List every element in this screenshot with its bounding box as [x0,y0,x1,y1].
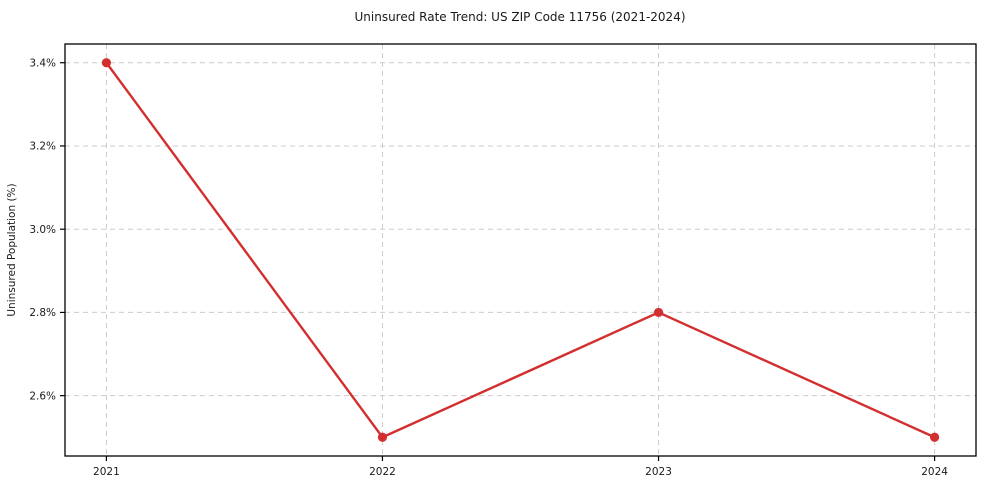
trend-line-series [101,58,940,442]
x-tick-label: 2021 [93,466,120,478]
data-point-2024 [929,432,940,442]
axes-layer: 2.6% 2.8% 3.0% 3.2% 3.4% 2021 2022 2023 2024 [29,43,977,478]
plot-border [64,43,977,457]
y-tick-label: 3.4% [29,57,56,69]
x-tick-label: 2024 [921,466,948,478]
y-tick-label: 2.8% [29,307,56,319]
y-tick-label: 2.6% [29,390,56,402]
y-axis-label: Uninsured Population (%) [6,183,18,316]
data-point-2023 [653,307,664,318]
chart-title: Uninsured Rate Trend: US ZIP Code 11756 … [354,10,685,24]
y-tick-label: 3.0% [29,224,56,236]
data-point-2021 [101,58,112,68]
y-tick-label: 3.2% [29,141,56,153]
x-tick-label: 2022 [369,466,396,478]
grid-layer [65,44,976,456]
data-point-2022 [377,432,388,442]
trend-line [105,61,936,439]
x-tick-label: 2023 [645,466,672,478]
